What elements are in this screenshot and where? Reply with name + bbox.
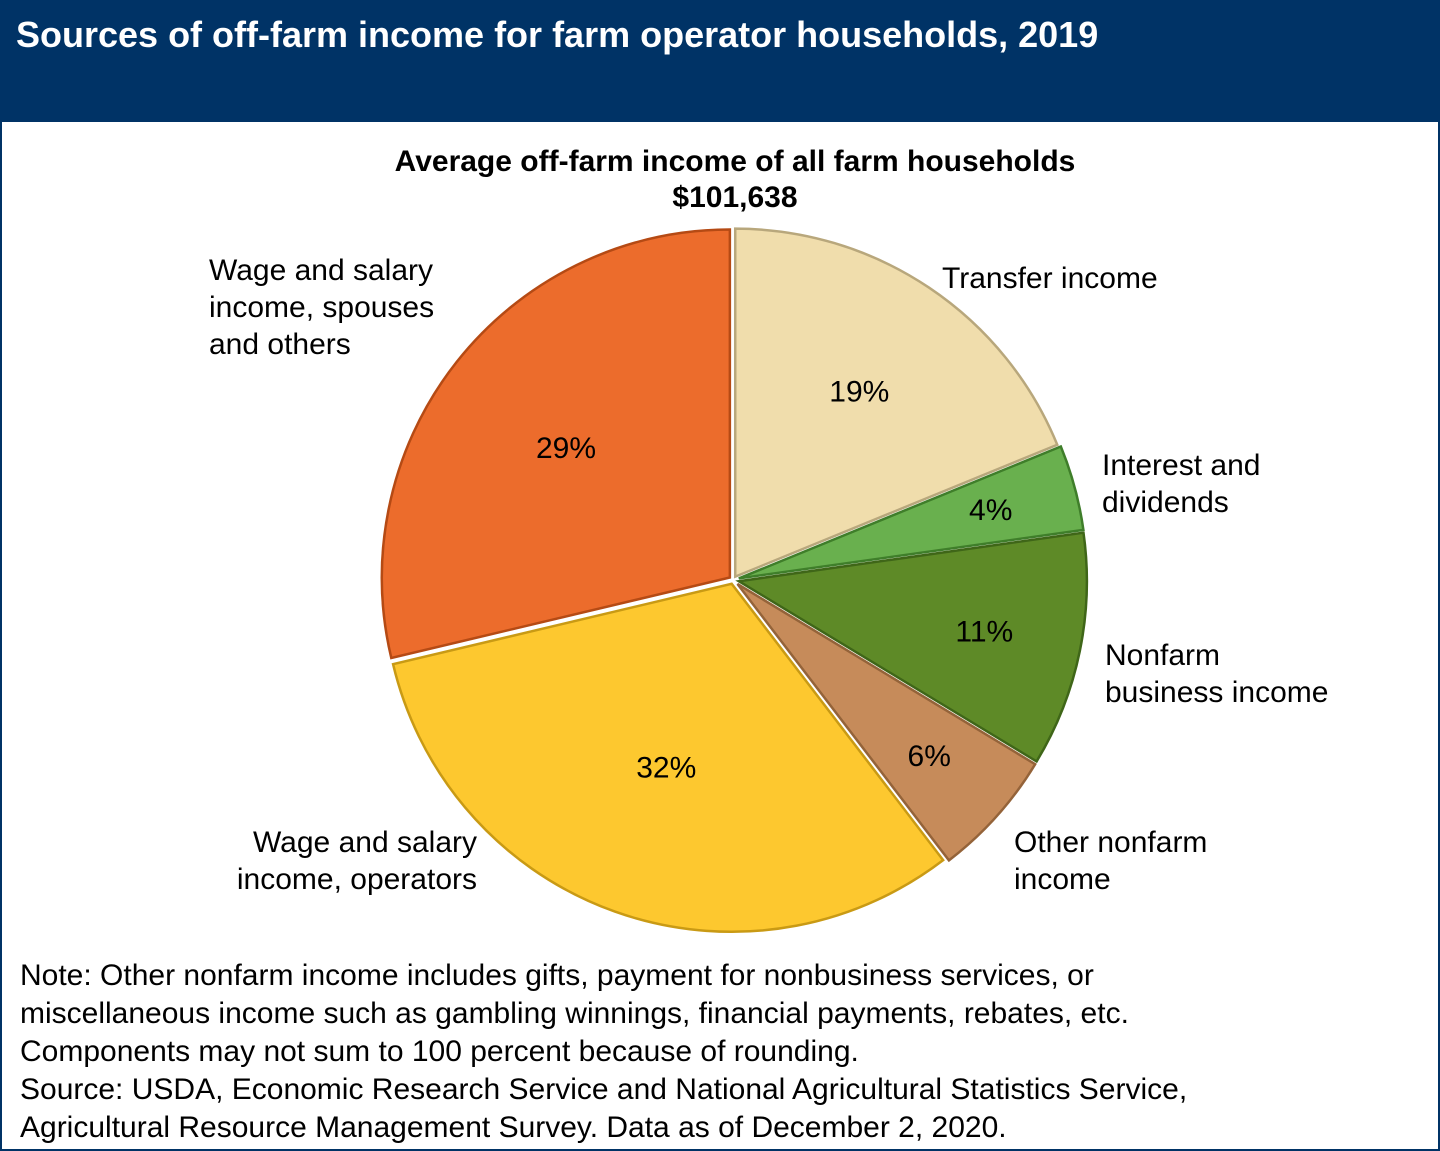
- slice-percent-label: 6%: [908, 740, 951, 773]
- slice-category-label-line: Wage and salary: [253, 826, 477, 859]
- slice-category-label-line: Interest and: [1102, 449, 1260, 482]
- chart-subtitle: Average off-farm income of all farm hous…: [394, 145, 1076, 178]
- pie-slice: [733, 227, 1059, 579]
- slice-category-label-line: income, operators: [237, 863, 477, 896]
- slice-category-label-line: income, spouses: [209, 291, 434, 324]
- chart-subtitle-block: Average off-farm income of all farm hous…: [2, 144, 1438, 216]
- chart-title: Sources of off-farm income for farm oper…: [16, 14, 1099, 55]
- pie-slice: [738, 444, 1085, 580]
- note-line: miscellaneous income such as gambling wi…: [20, 997, 1129, 1030]
- slice-category-label: Interest and dividends: [1102, 449, 1260, 519]
- slice-category-label-line: business income: [1105, 676, 1328, 709]
- slice-category-label-line: Nonfarm: [1105, 639, 1220, 672]
- slice-category-label: Wage and salary income, operators: [237, 826, 477, 896]
- slice-category-label-line: income: [1014, 863, 1111, 896]
- pie-slice: [380, 228, 732, 660]
- slice-category-label-line: Other nonfarm: [1014, 826, 1207, 859]
- slice-category-label-line: dividends: [1102, 486, 1229, 519]
- source-line: Agricultural Resource Management Survey.…: [20, 1111, 1007, 1144]
- slice-category-label: Transfer income: [942, 262, 1158, 295]
- note-line: Components may not sum to 100 percent be…: [20, 1035, 859, 1068]
- slice-percent-label: 19%: [829, 376, 889, 409]
- slice-category-label: Other nonfarm income: [1014, 826, 1207, 896]
- notes-block: Note: Other nonfarm income includes gift…: [20, 957, 1430, 1147]
- note-line: Note: Other nonfarm income includes gift…: [20, 959, 1094, 992]
- slice-percent-label: 29%: [536, 432, 596, 465]
- pie-slice: [735, 531, 1089, 764]
- average-income-value: $101,638: [672, 181, 798, 214]
- pie-slice: [391, 582, 945, 933]
- slice-category-label: Wage and salary income, spouses and others: [209, 254, 434, 361]
- slice-percent-label: 32%: [636, 751, 696, 784]
- header-bar: Sources of off-farm income for farm oper…: [2, 2, 1438, 122]
- pie-slice: [736, 582, 1037, 863]
- slice-category-label: Nonfarm business income: [1105, 639, 1328, 709]
- slice-category-label-line: Wage and salary: [209, 254, 433, 287]
- source-line: Source: USDA, Economic Research Service …: [20, 1073, 1188, 1106]
- slice-percent-label: 4%: [969, 494, 1012, 527]
- slice-percent-label: 11%: [955, 616, 1013, 649]
- slice-category-label-line: Transfer income: [942, 262, 1158, 295]
- slice-category-label-line: and others: [209, 328, 351, 361]
